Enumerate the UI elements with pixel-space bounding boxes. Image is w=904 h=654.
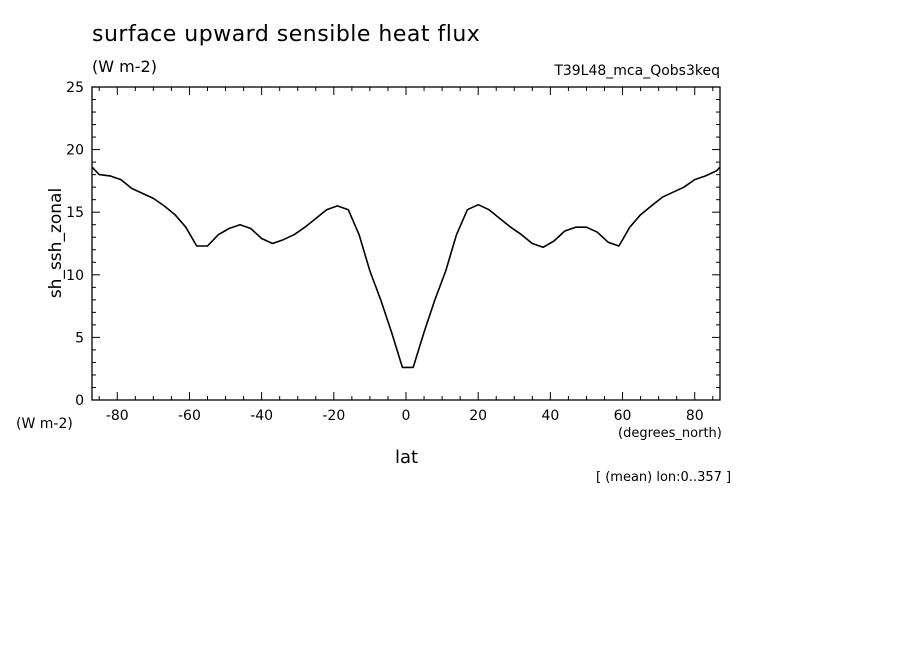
tick-labels: -80 -60 -40 -20 0 20 40 60 80 0 5 10 15 20 25 — [66, 80, 703, 424]
x-tick-label: 80 — [686, 408, 704, 424]
axis-ticks — [92, 86, 720, 401]
series-layer — [91, 166, 721, 369]
y-tick-label: 15 — [66, 205, 84, 221]
x-axis-label: lat — [395, 447, 419, 468]
chart-title: surface upward sensible heat flux — [92, 22, 481, 47]
experiment-label: T39L48_mca_Qobs3keq — [554, 63, 720, 79]
averaging-note: [ (mean) lon:0..357 ] — [596, 470, 732, 485]
x-tick-label: 0 — [402, 408, 411, 424]
y-tick-label: 5 — [75, 330, 84, 346]
x-tick-label: 20 — [469, 408, 487, 424]
plot-frame — [91, 86, 721, 401]
series-line — [91, 166, 721, 369]
y-axis-units: (W m-2) — [16, 416, 73, 432]
x-tick-label: -40 — [250, 408, 273, 424]
x-tick-label: -20 — [322, 408, 345, 424]
x-tick-label: 60 — [614, 408, 632, 424]
y-tick-label: 10 — [66, 268, 84, 284]
y-tick-label: 25 — [66, 80, 84, 96]
x-tick-label: -60 — [178, 408, 201, 424]
chart-units: (W m-2) — [92, 57, 157, 76]
y-tick-label: 0 — [75, 393, 84, 409]
x-tick-label: 40 — [541, 408, 559, 424]
y-tick-label: 20 — [66, 143, 84, 159]
x-tick-label: -80 — [106, 408, 129, 424]
x-axis-units: (degrees_north) — [618, 426, 722, 441]
